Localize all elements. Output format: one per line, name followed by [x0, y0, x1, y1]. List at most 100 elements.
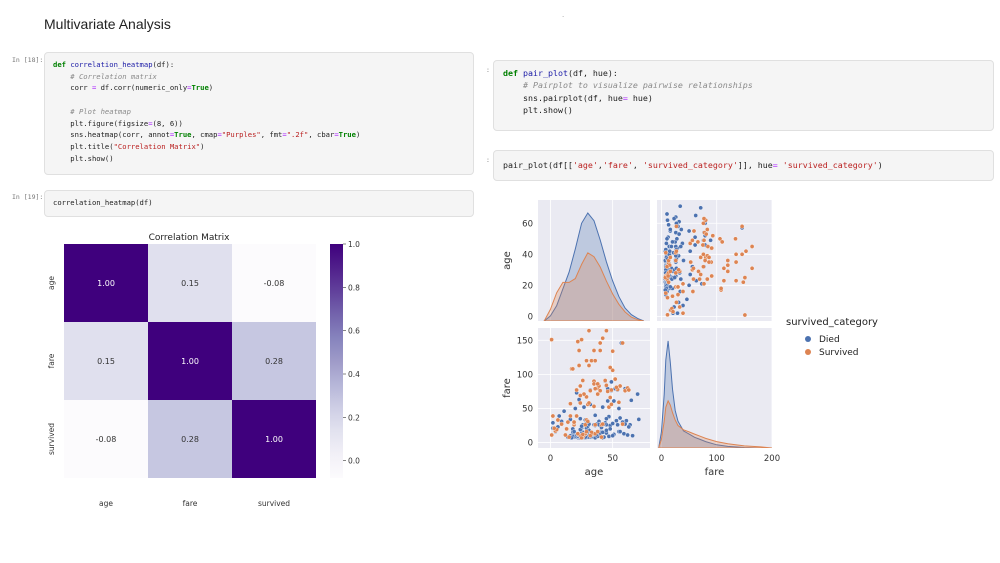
scatter-point-survived [688, 259, 693, 265]
pairplot-x-tick-label: 0 [548, 454, 553, 464]
scatter-point-died [617, 429, 623, 434]
scatter-point-survived [697, 276, 702, 282]
scatter-point-survived [595, 429, 600, 434]
scatter-point-survived [725, 262, 731, 268]
scatter-point-survived [701, 220, 706, 226]
scatter-point-died [556, 413, 562, 419]
scatter-point-survived [584, 429, 589, 434]
scatter-point-survived [680, 310, 686, 316]
scatter-point-died [667, 284, 673, 290]
code-line: pair_plot(df[['age','fare', 'survived_ca… [503, 160, 883, 170]
scatter-point-survived [563, 432, 568, 438]
scatter-point-died [604, 416, 609, 421]
scatter-point-survived [710, 233, 716, 239]
code-line: correlation_heatmap(df) [53, 198, 153, 207]
colorbar [330, 244, 343, 478]
code-line: def correlation_heatmap(df): [53, 60, 175, 69]
code-line: sns.heatmap(corr, annot=True, cmap="Purp… [53, 130, 361, 140]
scatter-point-died [677, 203, 683, 209]
code-cell-pair-plot[interactable]: def pair_plot(df, hue): # Pairplot to vi… [493, 60, 994, 131]
scatter-point-survived [698, 255, 703, 260]
scatter-point-died [664, 241, 669, 246]
scatter-point-survived [733, 236, 738, 242]
scatter-point-died [681, 258, 686, 263]
scatter-point-survived [597, 340, 603, 346]
scatter-point-survived [805, 260, 809, 264]
scatter-point-survived [677, 304, 682, 310]
scatter-point-survived [776, 291, 780, 295]
code-line: plt.figure(figsize=(8, 6)) [53, 118, 183, 128]
scatter-point-died [686, 283, 692, 288]
scatter-point-survived [733, 252, 739, 257]
scatter-point-survived [709, 245, 714, 251]
scatter-point-survived [691, 276, 696, 282]
legend-entry-survived: Survived [819, 348, 859, 358]
pairplot-panel-fare-fare [657, 328, 773, 448]
scatter-point-survived [626, 387, 632, 393]
scatter-point-died [611, 398, 617, 404]
pairplot-y-tick-label: 0 [528, 312, 533, 322]
heatmap-x-tick-label: fare [183, 499, 198, 508]
scatter-point-survived [721, 266, 727, 271]
scatter-point-survived [576, 348, 582, 353]
cell-prompt-pairplot-def: : [486, 66, 490, 74]
scatter-point-survived [605, 389, 610, 394]
scatter-point-died [667, 248, 672, 254]
scatter-point-died [708, 238, 713, 243]
code-cell-call-heatmap[interactable]: correlation_heatmap(df) [44, 190, 474, 217]
scatter-point-survived [675, 292, 681, 297]
scatter-point-survived [667, 255, 673, 260]
scatter-point-survived [579, 337, 584, 342]
scatter-point-survived [667, 269, 673, 274]
code-cell-correlation-heatmap[interactable]: def correlation_heatmap(df): # Correlati… [44, 52, 474, 175]
scatter-point-died [581, 404, 587, 410]
scatter-point-survived [733, 278, 739, 283]
scatter-point-survived [674, 224, 679, 229]
correlation-heatmap: Correlation Matrix 1.00 0.15 -0.080.15 1.00… [47, 233, 360, 508]
scatter-point-died [617, 415, 623, 421]
legend-marker-survived [805, 349, 811, 355]
pairplot-x-tick-label: 200 [764, 454, 780, 464]
kde-died [658, 340, 772, 448]
heatmap-cell-value: 0.28 [181, 435, 199, 444]
heatmap-cell-value: 0.28 [265, 357, 283, 366]
scatter-point-survived [701, 238, 707, 243]
scatter-point-survived [675, 284, 681, 290]
heatmap-cell-value: -0.08 [264, 279, 285, 288]
scatter-point-survived [733, 259, 739, 265]
scatter-point-died [606, 434, 612, 439]
scatter-point-survived [701, 216, 707, 221]
scatter-point-died [610, 421, 615, 426]
scatter-point-survived [701, 281, 707, 287]
scatter-point-survived [725, 269, 731, 274]
scatter-point-died [610, 433, 615, 438]
pairplot-y-tick-label: 100 [517, 370, 533, 380]
scatter-point-died [686, 228, 692, 234]
scatter-point-died [578, 416, 583, 421]
pairplot-y-tick-label: 40 [522, 250, 533, 260]
pairplot-panel-age-fare [657, 200, 809, 321]
code-cell-call-pair-plot[interactable]: pair_plot(df[['age','fare', 'survived_ca… [493, 150, 994, 181]
scatter-point-survived [776, 272, 780, 276]
heatmap-cell [232, 400, 316, 478]
heatmap-y-tick-label: fare [47, 353, 56, 368]
pairplot-y-tick-label: 20 [522, 281, 533, 291]
heatmap-cell [64, 322, 148, 400]
scatter-point-survived [739, 252, 745, 257]
scatter-point-died [664, 236, 670, 242]
cell-prompt-pairplot-call: : [486, 156, 490, 164]
scatter-point-survived [588, 433, 593, 438]
scatter-point-survived [704, 276, 710, 282]
scatter-point-survived [698, 272, 703, 277]
scatter-point-survived [600, 335, 605, 341]
code-line: def pair_plot(df, hue): [503, 68, 618, 78]
scatter-point-died [616, 406, 622, 411]
scatter-point-survived [674, 248, 679, 254]
scatter-point-survived [595, 381, 600, 387]
scatter-point-survived [602, 378, 608, 383]
scatter-point-survived [721, 278, 727, 283]
scatter-point-survived [663, 290, 669, 296]
scatter-point-survived [586, 400, 592, 406]
scatter-point-survived [691, 266, 696, 271]
